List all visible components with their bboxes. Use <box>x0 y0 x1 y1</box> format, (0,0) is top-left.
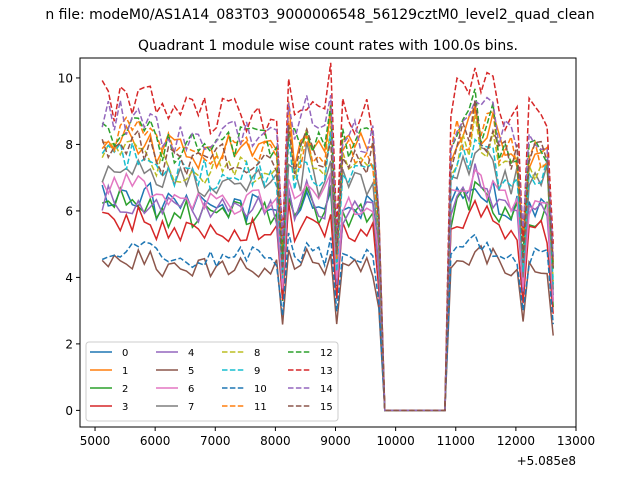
series-line-6 <box>101 168 554 412</box>
y-tick-label: 4 <box>65 271 73 285</box>
x-tick-label: 6000 <box>140 434 171 448</box>
legend-label-7: 7 <box>188 402 194 413</box>
x-tick-label: 8000 <box>260 434 291 448</box>
legend-label-9: 9 <box>254 366 260 377</box>
series-line-7 <box>101 142 554 412</box>
y-tick-label: 2 <box>65 337 73 351</box>
legend-label-13: 13 <box>320 366 333 377</box>
legend-label-14: 14 <box>320 384 333 395</box>
legend-label-10: 10 <box>254 384 267 395</box>
legend-label-5: 5 <box>188 366 194 377</box>
x-offset-label: +5.085e8 <box>517 454 576 468</box>
series-line-10 <box>101 232 554 412</box>
y-tick-label: 0 <box>65 404 73 418</box>
y-tick-label: 10 <box>58 71 73 85</box>
legend-label-8: 8 <box>254 348 260 359</box>
legend-label-0: 0 <box>122 348 128 359</box>
x-tick-label: 12000 <box>497 434 535 448</box>
y-tick-label: 6 <box>65 204 73 218</box>
x-tick-label: 5000 <box>80 434 111 448</box>
x-tick-label: 9000 <box>320 434 351 448</box>
x-tick-label: 7000 <box>200 434 231 448</box>
series-line-13 <box>101 62 554 412</box>
legend-label-2: 2 <box>122 384 128 395</box>
x-tick-label: 11000 <box>437 434 475 448</box>
legend-label-15: 15 <box>320 402 333 413</box>
legend-label-3: 3 <box>122 402 128 413</box>
legend-label-12: 12 <box>320 348 333 359</box>
series-line-5 <box>101 244 554 412</box>
legend-box <box>85 341 339 422</box>
series-line-4 <box>101 163 554 412</box>
axes-frame <box>79 57 577 428</box>
series-line-8 <box>101 114 554 412</box>
series-line-3 <box>102 198 554 412</box>
legend-label-1: 1 <box>122 366 128 377</box>
y-tick-label: 8 <box>65 138 73 152</box>
plot-area <box>101 62 554 412</box>
y-axis: 0 2 4 6 8 10 <box>58 71 80 418</box>
legend-label-11: 11 <box>254 402 267 413</box>
x-tick-label: 10000 <box>377 434 415 448</box>
x-axis: 5000 6000 7000 8000 9000 10000 11000 12000 13000 <box>80 427 595 448</box>
series-line-14 <box>101 95 554 412</box>
suptitle: n file: modeM0/AS1A14_083T03_9000006548_… <box>45 7 594 23</box>
x-tick-label: 13000 <box>557 434 595 448</box>
legend-label-6: 6 <box>188 384 194 395</box>
series-line-15 <box>101 100 554 412</box>
legend-label-4: 4 <box>188 348 194 359</box>
chart-title: Quadrant 1 module wise count rates with … <box>138 38 518 54</box>
